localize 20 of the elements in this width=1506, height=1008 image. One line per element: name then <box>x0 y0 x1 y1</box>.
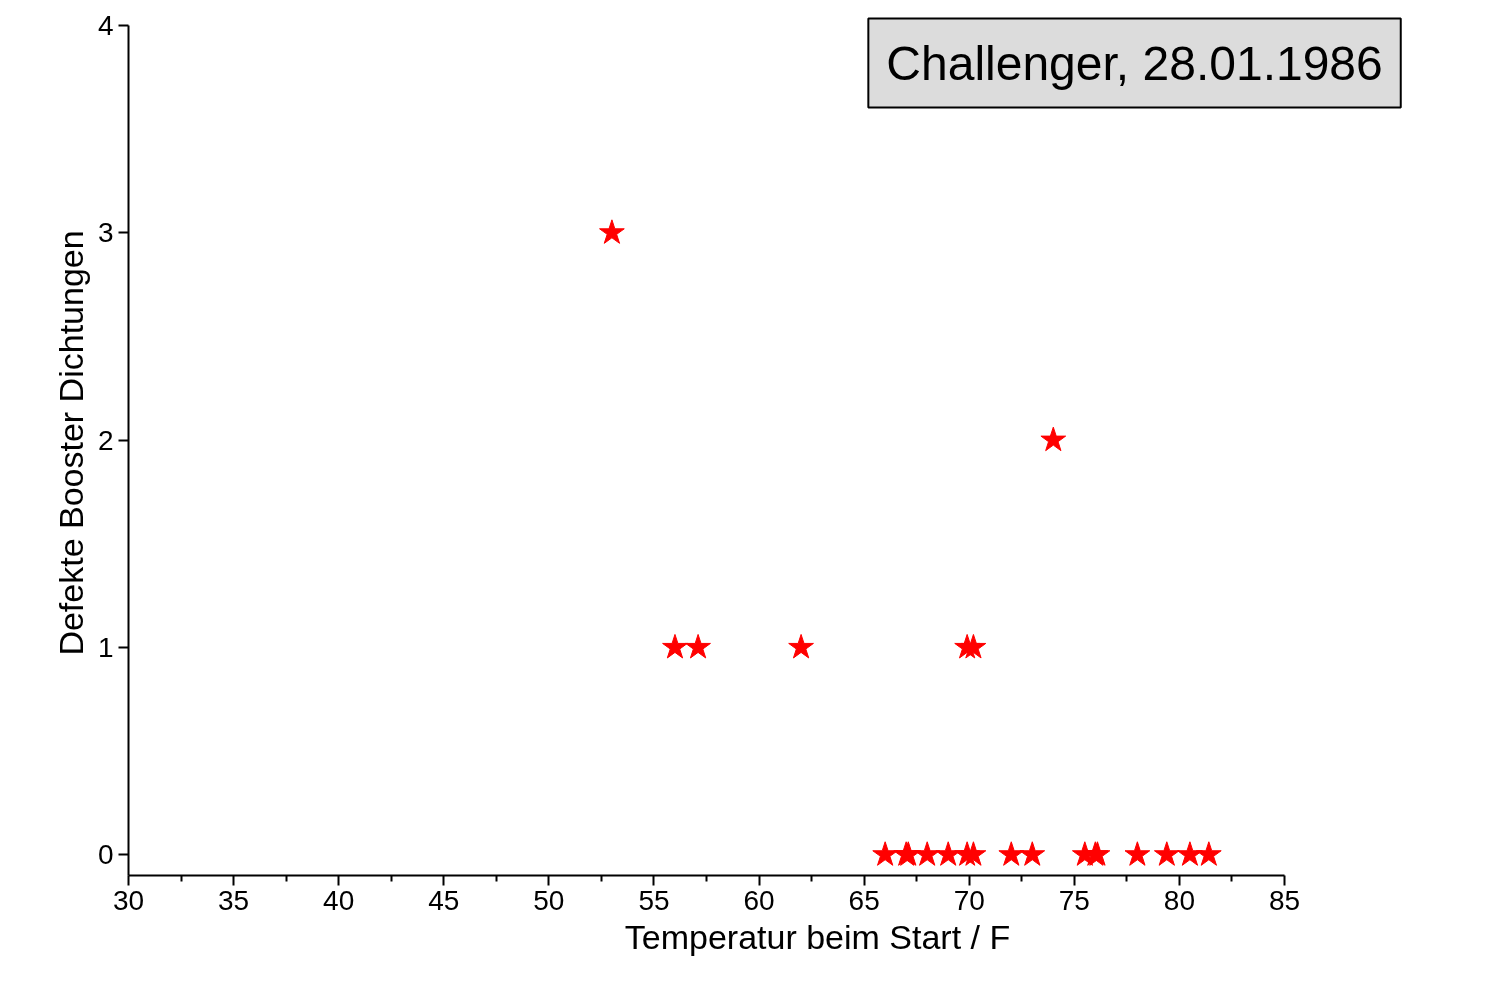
x-tick-label: 45 <box>428 884 460 916</box>
x-tick-label: 70 <box>953 884 985 916</box>
y-tick-label: 1 <box>97 631 114 663</box>
x-tick-label: 50 <box>533 884 565 916</box>
y-tick-label: 4 <box>97 10 114 41</box>
x-tick-label: 80 <box>1163 884 1195 916</box>
chart-title: Challenger, 28.01.1986 <box>886 36 1383 90</box>
x-tick-label: 30 <box>112 884 145 916</box>
y-tick-label: 0 <box>97 839 114 871</box>
x-tick-label: 75 <box>1058 884 1090 916</box>
x-tick-label: 55 <box>638 884 670 916</box>
x-tick-label: 85 <box>1268 884 1301 916</box>
y-tick-label: 3 <box>97 217 114 249</box>
x-tick-label: 65 <box>848 884 880 916</box>
x-tick-label: 60 <box>743 884 775 916</box>
y-axis-title: Defekte Booster Dichtungen <box>51 230 90 656</box>
x-tick-label: 35 <box>218 884 250 916</box>
y-tick-label: 2 <box>97 424 114 456</box>
x-axis-title: Temperatur beim Start / F <box>624 917 1011 956</box>
x-tick-label: 40 <box>323 884 355 916</box>
